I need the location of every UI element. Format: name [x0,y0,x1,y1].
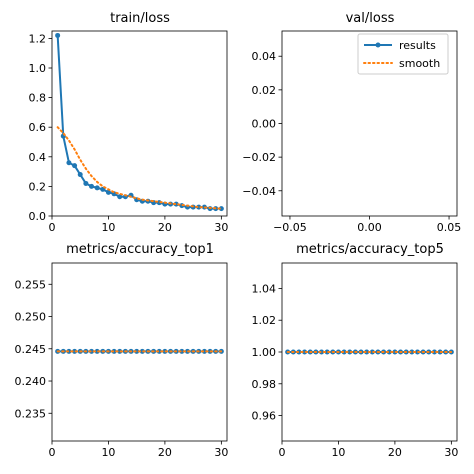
legend-smooth-label: smooth [399,57,440,70]
panel-title-val-loss: val/loss [346,11,395,26]
y-tick-label: 0.02 [252,84,277,97]
y-tick-label: 0.255 [15,278,47,291]
y-tick-label: 0.98 [252,378,277,391]
legend-results-label: results [399,39,436,52]
y-tick-label: 0.00 [252,118,277,131]
x-tick-label: 0 [49,221,56,234]
data-point [156,348,162,354]
x-tick-label: 20 [158,221,172,234]
x-tick-label: 10 [331,446,345,459]
panel-train-loss: train/loss 0 10 20 30 0.0 0.2 0.4 0.6 0.8 1.0 1.2 [29,11,229,234]
data-point [302,349,308,355]
y-tick-label: 1.00 [252,346,277,359]
x-tick-label: 0 [279,446,286,459]
y-tick-label: 0.240 [15,375,47,388]
legend-results-marker [375,42,381,48]
panel-title-train-loss: train/loss [110,11,170,26]
y-tick-label: 0.245 [15,343,47,356]
y-tick-label: 0.4 [29,151,47,164]
x-tick-label: 10 [101,221,115,234]
y-tick-label: 1.0 [29,62,47,75]
y-tick-label: −0.02 [242,151,276,164]
panel-accuracy-top5: metrics/accuracy_top5 0 10 20 30 0.96 0.98 1.0… [252,242,459,459]
panel-val-loss: val/loss −0.05 0.00 0.05 −0.04 −0.02 0.00 0.02… [242,11,461,234]
panel-title-accuracy-top5: metrics/accuracy_top5 [296,242,444,257]
data-point [55,32,61,38]
y-tick-label: −0.04 [242,185,276,198]
data-point [201,348,207,354]
axes-frame [51,30,228,217]
y-tick-label: 0.04 [252,50,277,63]
panel-accuracy-top1: metrics/accuracy_top1 0 10 20 30 0.235 0.240 0… [15,242,229,459]
data-point [431,349,437,355]
data-point [134,348,140,354]
y-tick-label: 0.96 [252,410,277,423]
series-line-results [56,35,222,210]
data-point [77,172,83,178]
series-line-smooth [56,126,223,210]
data-point [105,189,111,195]
x-tick-label: −0.05 [273,221,307,234]
x-tick-label: 0 [49,446,56,459]
y-tick-label: 1.2 [29,32,47,45]
data-point [94,185,100,191]
y-tick-label: 0.6 [29,121,47,134]
y-tick-label: 0.250 [15,311,47,324]
x-tick-label: 10 [101,446,115,459]
data-point [386,349,392,355]
y-tick-label: 1.04 [252,282,277,295]
data-point [83,180,89,186]
data-point [196,204,202,210]
x-tick-label: 30 [214,446,228,459]
y-tick-label: 0.0 [29,210,47,223]
y-tick-label: 0.2 [29,180,47,193]
y-tick-label: 0.8 [29,92,47,105]
x-tick-label: 30 [214,221,228,234]
data-point [179,348,185,354]
x-tick-label: 30 [444,446,458,459]
x-tick-label: 0.05 [437,221,462,234]
data-point [173,201,179,207]
panel-title-accuracy-top1: metrics/accuracy_top1 [66,242,214,257]
data-point [409,349,415,355]
y-tick-label: 0.235 [15,407,47,420]
data-point [66,160,72,166]
x-tick-label: 20 [158,446,172,459]
x-tick-label: 20 [388,446,402,459]
x-tick-label: 0.00 [357,221,382,234]
data-point [218,206,224,212]
data-point [89,183,95,189]
data-point [117,194,123,200]
axes-frame [51,262,228,442]
data-point [364,349,370,355]
data-point [72,348,78,354]
data-point [72,163,78,169]
legend: results smooth [357,33,449,75]
y-tick-label: 1.02 [252,314,277,327]
